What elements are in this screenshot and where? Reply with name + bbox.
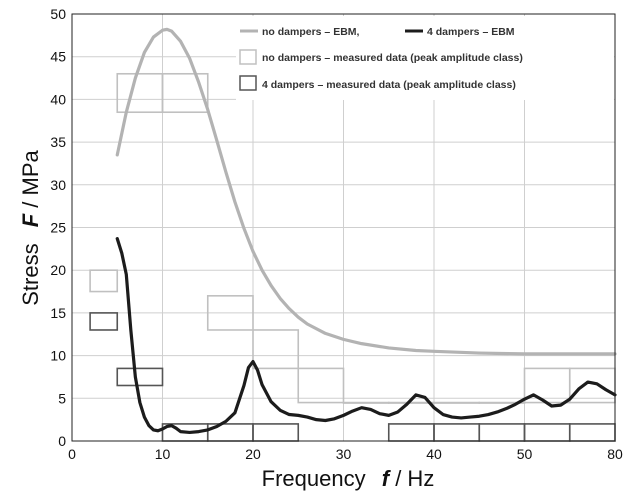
measured-box-no-dampers: [161, 72, 209, 114]
legend-swatch-4-dampers-measured: [239, 75, 257, 91]
y-axis-title-text: Stress: [18, 243, 43, 305]
y-tick-label: 50: [50, 6, 66, 22]
y-tick-label: 5: [58, 390, 66, 406]
y-tick-label: 45: [50, 49, 66, 65]
measured-box-4-dampers: [387, 423, 435, 442]
y-tick-label: 40: [50, 91, 66, 107]
x-tick-label: 0: [68, 446, 76, 462]
measured-box-no-dampers: [297, 367, 345, 404]
measured-box-4-dampers: [116, 367, 164, 387]
legend-label-no-dampers-ebm: no dampers – EBM,: [262, 26, 360, 38]
y-axis-title-unit: / MPa: [18, 149, 43, 207]
x-axis-title: Frequency f / Hz: [262, 466, 435, 491]
legend-swatch-no-dampers-measured: [239, 49, 257, 65]
y-tick-label: 0: [58, 433, 66, 449]
x-tick-label: 30: [336, 446, 352, 462]
x-axis-title-text: Frequency: [262, 466, 366, 491]
x-axis-title-unit: / Hz: [395, 466, 434, 491]
measured-box-no-dampers: [387, 401, 435, 404]
x-tick-label: 80: [607, 446, 623, 462]
y-tick-label: 30: [50, 177, 66, 193]
x-tick-label: 50: [517, 446, 533, 462]
x-axis-title-var: f: [382, 466, 392, 491]
series-line-4-dampers-ebm: [115, 237, 617, 435]
measured-box-no-dampers: [342, 401, 390, 404]
measured-box-no-dampers: [116, 72, 164, 114]
plot-frame: [71, 13, 616, 442]
y-tick-label: 25: [50, 220, 66, 236]
measured-box-no-dampers: [433, 401, 481, 404]
y-tick-label: 20: [50, 262, 66, 278]
legend-label-4-dampers-ebm: 4 dampers – EBM: [427, 26, 515, 38]
measured-box-4-dampers: [252, 423, 300, 442]
legend-label-4-dampers-measured: 4 dampers – measured data (peak amplitud…: [262, 79, 516, 91]
measured-box-4-dampers: [568, 423, 616, 442]
y-axis-title-var: F: [18, 213, 43, 227]
series-line-no-dampers-ebm: [115, 27, 617, 356]
y-tick-label: 35: [50, 134, 66, 150]
measured-box-4-dampers: [478, 423, 526, 442]
legend-background: [236, 16, 614, 100]
x-tick-label: 10: [155, 446, 171, 462]
legend: no dampers – EBM, 4 dampers – EBM no dam…: [236, 16, 614, 100]
measured-box-no-dampers: [568, 367, 616, 404]
tick-labels: 0 10 20 30 40 50 80 0 5 10 15 20 25 30 35 40 45 50: [50, 6, 623, 462]
legend-label-no-dampers-measured: no dampers – measured data (peak amplitu…: [262, 52, 523, 64]
measured-class-boxes: [89, 72, 616, 442]
y-axis-title: Stress F / MPa: [18, 149, 43, 305]
measured-box-no-dampers: [89, 269, 119, 293]
measured-box-no-dampers: [252, 329, 300, 370]
series-lines: [115, 27, 617, 435]
y-tick-label: 10: [50, 348, 66, 364]
measured-box-4-dampers: [523, 423, 571, 442]
x-tick-label: 40: [426, 446, 442, 462]
measured-box-no-dampers: [206, 295, 254, 331]
x-tick-label: 20: [245, 446, 261, 462]
measured-box-4-dampers: [433, 423, 481, 442]
measured-box-4-dampers: [89, 312, 119, 331]
y-tick-label: 15: [50, 305, 66, 321]
